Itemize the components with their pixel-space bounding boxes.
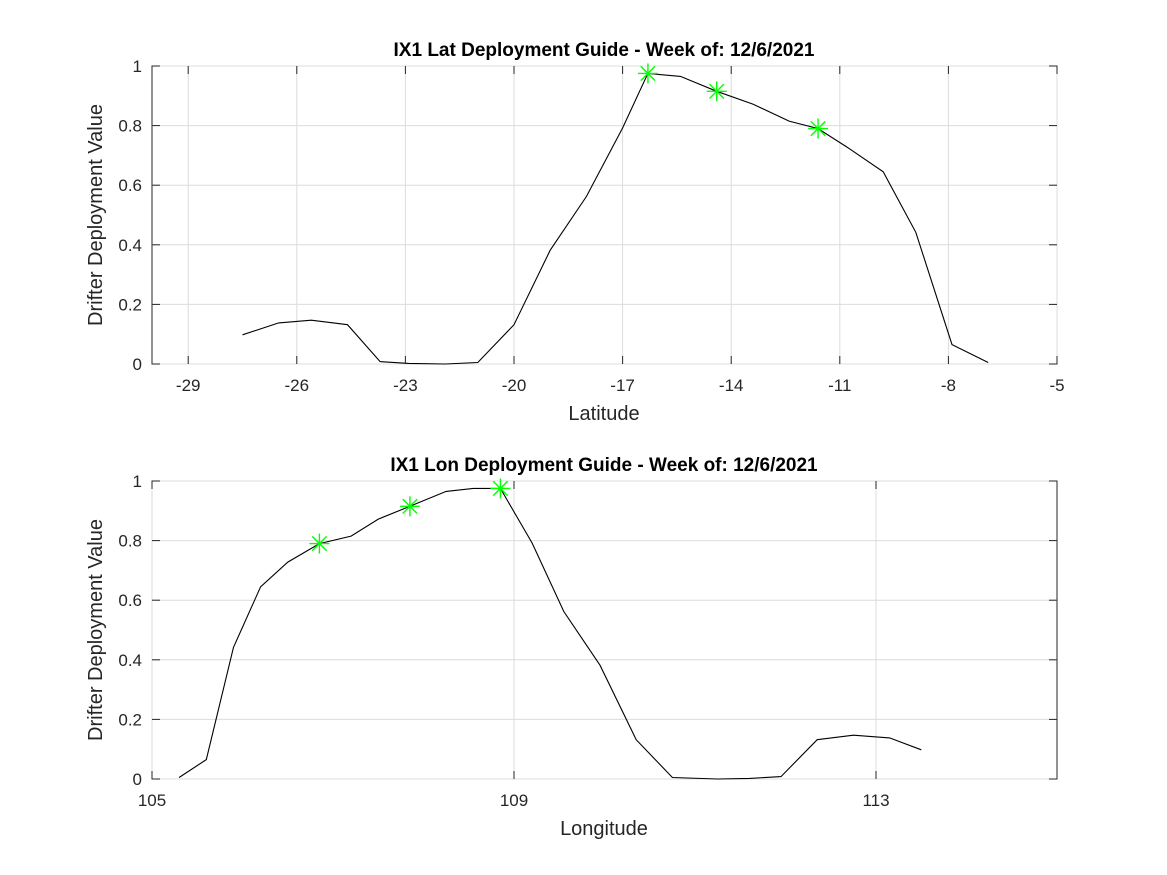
lon-marker-asterisk (490, 478, 511, 499)
lon-y-tick-label: 0.8 (118, 532, 142, 551)
lat-x-tick-label: -23 (393, 376, 418, 395)
lon-y-tick-label: 0.6 (118, 591, 142, 610)
lat-marker-asterisk (706, 81, 727, 102)
lon-y-tick-label: 1 (133, 472, 142, 491)
lon-plot-area (151, 480, 1058, 780)
lon-ticks: 105 109 113 0 0.2 0.4 0.6 0.8 1 (118, 472, 1057, 810)
lat-ticks: -29 -26 -23 -20 -17 -14 -11 -8 -5 0 0.2 0.4 0.6 0.8 1 (118, 57, 1064, 395)
lon-x-axis-label: Longitude (560, 818, 648, 840)
lat-x-tick-label: -20 (502, 376, 527, 395)
lon-y-tick-label: 0.2 (118, 710, 142, 729)
lon-y-tick-label: 0.4 (118, 651, 142, 670)
lon-y-axis-label: Drifter Deployment Value (85, 519, 107, 741)
lat-x-tick-label: -14 (719, 376, 744, 395)
lat-grid (152, 65, 1058, 365)
lat-marker-asterisk (637, 63, 658, 84)
lat-plot-area (151, 65, 1058, 365)
lat-marker-asterisk (808, 118, 829, 139)
lat-y-tick-label: 1 (133, 57, 142, 76)
lat-x-tick-label: -17 (610, 376, 635, 395)
lat-y-axis-label: Drifter Deployment Value (85, 104, 107, 326)
lat-x-tick-label: -26 (285, 376, 310, 395)
lon-data (178, 478, 922, 780)
lat-y-tick-label: 0.6 (118, 176, 142, 195)
lat-x-tick-label: -5 (1049, 376, 1064, 395)
lat-y-tick-label: 0.4 (118, 236, 142, 255)
lon-x-tick-label: 105 (138, 791, 166, 810)
lat-y-tick-label: 0.2 (118, 295, 142, 314)
lat-x-tick-label: -8 (941, 376, 956, 395)
lon-grid (151, 480, 1057, 780)
lat-y-tick-label: 0.8 (118, 117, 142, 136)
lat-x-axis-label: Latitude (568, 403, 639, 425)
lat-series-line (242, 72, 989, 365)
lon-y-tick-label: 0 (133, 770, 142, 789)
lat-x-tick-label: -11 (828, 376, 851, 395)
lat-chart-title: IX1 Lat Deployment Guide - Week of: 12/6… (394, 40, 815, 61)
lat-x-tick-label: -29 (176, 376, 201, 395)
lat-data (242, 63, 989, 365)
lon-marker-asterisk (309, 533, 330, 554)
lon-series-line (178, 487, 922, 780)
lon-x-tick-label: 113 (862, 791, 889, 810)
lon-chart-title: IX1 Lon Deployment Guide - Week of: 12/6… (390, 455, 818, 476)
lat-panel: -29 -26 -23 -20 -17 -14 -11 -8 -500.20.40.60.81 … (85, 40, 1065, 425)
lat-y-tick-label: 0 (133, 355, 142, 374)
lon-marker-asterisk (399, 496, 420, 517)
lon-x-tick-label: 109 (500, 791, 528, 810)
lon-panel: 105 109 113 0 0.2 0.4 0.6 0.8 1 IX1 Lon Deployme… (85, 455, 1058, 840)
